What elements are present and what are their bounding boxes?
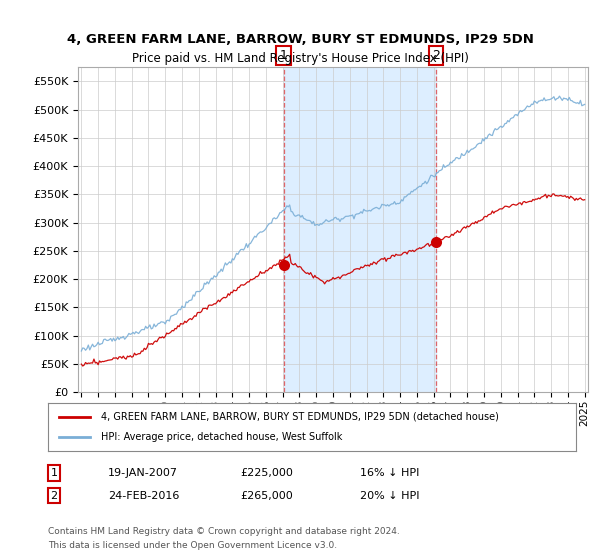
Text: HPI: Average price, detached house, West Suffolk: HPI: Average price, detached house, West… <box>101 432 342 442</box>
Text: This data is licensed under the Open Government Licence v3.0.: This data is licensed under the Open Gov… <box>48 542 337 550</box>
Text: 16% ↓ HPI: 16% ↓ HPI <box>360 468 419 478</box>
Text: 2: 2 <box>50 491 58 501</box>
Text: 1: 1 <box>50 468 58 478</box>
Text: 20% ↓ HPI: 20% ↓ HPI <box>360 491 419 501</box>
Text: 24-FEB-2016: 24-FEB-2016 <box>108 491 179 501</box>
Text: 19-JAN-2007: 19-JAN-2007 <box>108 468 178 478</box>
Text: Contains HM Land Registry data © Crown copyright and database right 2024.: Contains HM Land Registry data © Crown c… <box>48 528 400 536</box>
Text: 4, GREEN FARM LANE, BARROW, BURY ST EDMUNDS, IP29 5DN: 4, GREEN FARM LANE, BARROW, BURY ST EDMU… <box>67 32 533 46</box>
Text: 1: 1 <box>280 49 287 62</box>
Text: 4, GREEN FARM LANE, BARROW, BURY ST EDMUNDS, IP29 5DN (detached house): 4, GREEN FARM LANE, BARROW, BURY ST EDMU… <box>101 412 499 422</box>
Text: 2: 2 <box>432 49 440 62</box>
Text: Price paid vs. HM Land Registry's House Price Index (HPI): Price paid vs. HM Land Registry's House … <box>131 52 469 66</box>
Bar <box>284 67 436 392</box>
Text: £225,000: £225,000 <box>240 468 293 478</box>
Text: £265,000: £265,000 <box>240 491 293 501</box>
